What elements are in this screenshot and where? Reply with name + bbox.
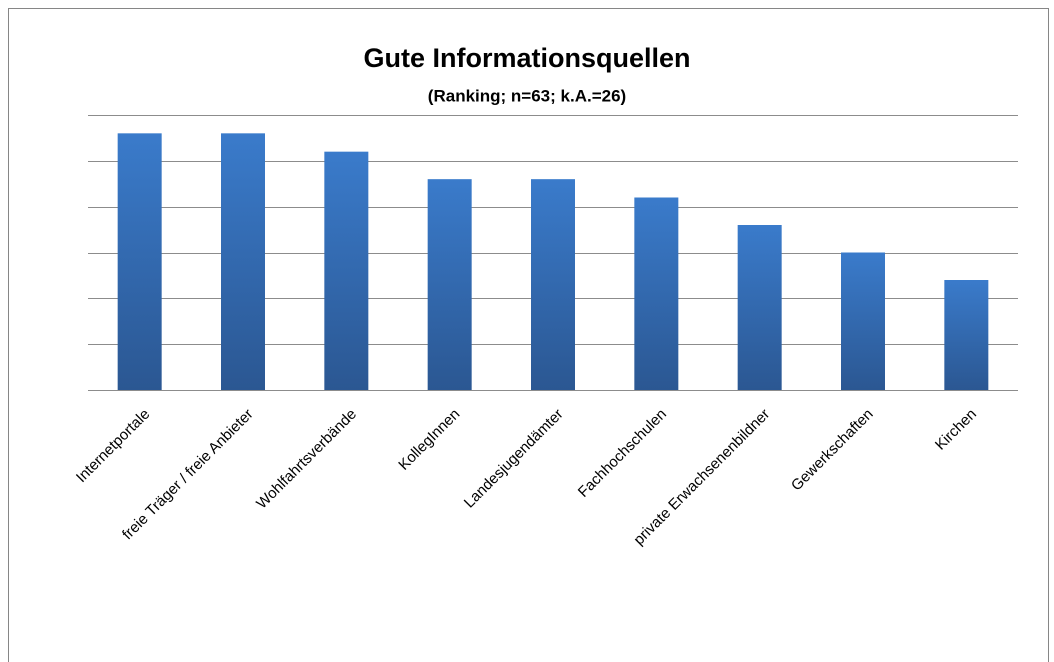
bar — [634, 197, 679, 390]
bar — [427, 179, 472, 390]
chart-frame — [8, 8, 1049, 662]
chart-subtitle: (Ranking; n=63; k.A.=26) — [428, 86, 626, 105]
bar — [737, 225, 782, 390]
bar — [944, 280, 989, 390]
bar — [531, 179, 575, 390]
bar — [324, 151, 369, 390]
bar — [117, 133, 162, 391]
bar — [841, 252, 885, 390]
chart-title: Gute Informationsquellen — [363, 43, 690, 73]
bar — [221, 133, 265, 391]
